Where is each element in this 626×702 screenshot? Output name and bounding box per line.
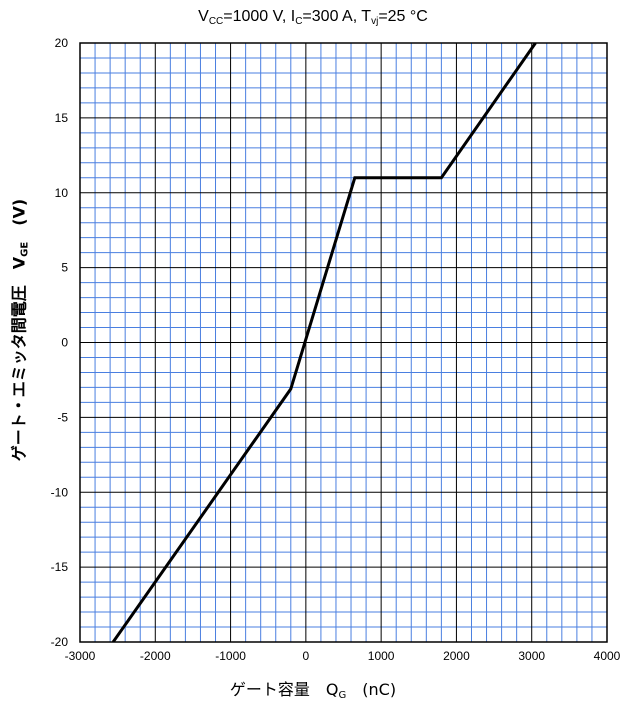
x-tick-label: -2000 <box>140 649 171 663</box>
plot-border <box>79 42 608 643</box>
x-tick-label: -1000 <box>215 649 246 663</box>
series-line <box>111 43 537 642</box>
y-tick-label: -10 <box>51 485 69 499</box>
x-axis-label: ゲート容量 QG (nC) <box>229 680 397 701</box>
y-tick-label: -15 <box>51 560 69 574</box>
y-tick-label: -20 <box>51 635 69 649</box>
tick-labels: -3000 -2000 -1000 0 1000 2000 3000 4000 -20 -15 -1… <box>51 36 621 663</box>
plot-frame <box>79 42 608 643</box>
x-tick-label: 2000 <box>443 649 470 663</box>
chart-title: VCC=1000 V, IC=300 A, Tvj=25 °C <box>198 8 428 27</box>
y-tick-label: 0 <box>61 336 68 350</box>
y-axis-label-wrap: ゲート・エミッタ間電圧 VGE (V) <box>5 130 31 530</box>
y-tick-label: -5 <box>57 410 68 424</box>
y-tick-label: 10 <box>55 186 69 200</box>
y-tick-label: 20 <box>55 36 69 50</box>
y-axis-label: ゲート・エミッタ間電圧 VGE (V) <box>9 198 31 462</box>
x-tick-label: 4000 <box>594 649 621 663</box>
x-tick-label: 3000 <box>518 649 545 663</box>
y-tick-label: 5 <box>61 261 68 275</box>
y-tick-label: 15 <box>55 111 69 125</box>
x-tick-label: 1000 <box>368 649 395 663</box>
x-tick-label: -3000 <box>65 649 96 663</box>
series-layer <box>111 43 537 642</box>
x-tick-label: 0 <box>303 649 310 663</box>
